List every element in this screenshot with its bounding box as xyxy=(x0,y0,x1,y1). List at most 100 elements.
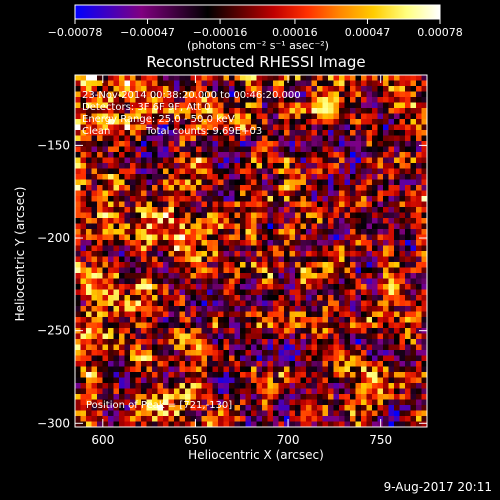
heatmap-cell xyxy=(124,141,131,147)
heatmap-cell xyxy=(201,141,208,147)
heatmap-cell xyxy=(333,80,340,87)
heatmap-cell xyxy=(234,284,241,290)
heatmap-cell xyxy=(245,388,252,395)
heatmap-cell xyxy=(311,372,318,378)
heatmap-cell xyxy=(339,119,345,125)
heatmap-cell xyxy=(207,350,213,356)
heatmap-cell xyxy=(229,124,235,131)
heatmap-cell xyxy=(295,102,301,109)
heatmap-cell xyxy=(75,289,81,296)
heatmap-cell xyxy=(344,355,351,362)
heatmap-cell xyxy=(256,273,263,279)
heatmap-cell xyxy=(421,361,428,367)
heatmap-cell xyxy=(113,157,120,164)
heatmap-cell xyxy=(113,383,120,389)
heatmap-cell xyxy=(190,361,197,367)
heatmap-cell xyxy=(273,234,279,241)
heatmap-cell xyxy=(306,185,312,191)
heatmap-cell xyxy=(86,75,92,81)
heatmap-cell xyxy=(157,344,164,351)
heatmap-cell xyxy=(168,157,175,164)
heatmap-cell xyxy=(278,339,285,345)
heatmap-cell xyxy=(394,267,400,274)
heatmap-cell xyxy=(383,157,389,164)
heatmap-cell xyxy=(311,80,318,87)
heatmap-cell xyxy=(212,262,219,268)
heatmap-cell xyxy=(421,251,428,257)
heatmap-image xyxy=(75,75,428,428)
heatmap-cell xyxy=(91,218,98,224)
heatmap-cell xyxy=(212,421,219,428)
heatmap-cell xyxy=(240,163,246,169)
heatmap-cell xyxy=(229,322,235,329)
heatmap-cell xyxy=(339,108,345,114)
heatmap-cell xyxy=(278,355,285,362)
heatmap-cell xyxy=(350,108,356,114)
heatmap-cell xyxy=(113,218,120,224)
heatmap-cell xyxy=(245,350,252,356)
heatmap-cell xyxy=(377,240,384,246)
heatmap-cell xyxy=(185,366,191,373)
heatmap-cell xyxy=(410,388,417,395)
heatmap-cell xyxy=(405,234,411,241)
heatmap-cell xyxy=(366,372,373,378)
heatmap-cell xyxy=(190,251,197,257)
heatmap-cell xyxy=(399,273,406,279)
heatmap-cell xyxy=(416,267,422,274)
heatmap-cell xyxy=(119,295,125,301)
heatmap-cell xyxy=(322,306,329,312)
heatmap-cell xyxy=(207,328,213,334)
heatmap-cell xyxy=(300,229,307,235)
heatmap-cell xyxy=(421,86,428,92)
heatmap-cell xyxy=(240,399,246,406)
heatmap-cell xyxy=(212,218,219,224)
heatmap-cell xyxy=(185,201,191,208)
y-axis: −150−200−250−300 xyxy=(37,138,427,430)
heatmap-cell xyxy=(366,416,373,422)
heatmap-cell xyxy=(383,328,389,334)
heatmap-cell xyxy=(91,361,98,367)
heatmap-cell xyxy=(91,152,98,158)
heatmap-cell xyxy=(322,152,329,158)
heatmap-cell xyxy=(119,328,125,334)
heatmap-cell xyxy=(234,223,241,230)
heatmap-cell xyxy=(218,135,224,142)
heatmap-cell xyxy=(234,273,241,279)
heatmap-cell xyxy=(421,190,428,197)
heatmap-cell xyxy=(218,350,224,356)
heatmap-cell xyxy=(152,207,158,213)
heatmap-cell xyxy=(416,113,422,120)
heatmap-cell xyxy=(344,339,351,345)
heatmap-cell xyxy=(344,295,351,301)
heatmap-cell xyxy=(278,102,285,109)
heatmap-cell xyxy=(141,113,147,120)
heatmap-cell xyxy=(306,223,312,230)
heatmap-cell xyxy=(119,218,125,224)
heatmap-cell xyxy=(168,91,175,98)
heatmap-cell xyxy=(311,75,318,81)
heatmap-cell xyxy=(223,91,230,98)
heatmap-cell xyxy=(152,350,158,356)
heatmap-cell xyxy=(229,311,235,318)
heatmap-cell xyxy=(130,322,136,329)
heatmap-cell xyxy=(91,267,98,274)
heatmap-cell xyxy=(212,388,219,395)
heatmap-cell xyxy=(399,179,406,186)
heatmap-cell xyxy=(97,196,103,202)
heatmap-cell xyxy=(344,218,351,224)
heatmap-cell xyxy=(141,168,147,175)
heatmap-cell xyxy=(421,234,428,241)
heatmap-cell xyxy=(355,366,362,373)
heatmap-cell xyxy=(383,234,389,241)
heatmap-cell xyxy=(295,201,301,208)
heatmap-cell xyxy=(141,212,147,219)
heatmap-cell xyxy=(245,185,252,191)
heatmap-cell xyxy=(273,157,279,164)
heatmap-cell xyxy=(306,355,312,362)
heatmap-cell xyxy=(256,355,263,362)
heatmap-cell xyxy=(212,174,219,180)
heatmap-cell xyxy=(245,234,252,241)
heatmap-cell xyxy=(388,339,395,345)
heatmap-cell xyxy=(229,421,235,428)
heatmap-cell xyxy=(350,179,356,186)
